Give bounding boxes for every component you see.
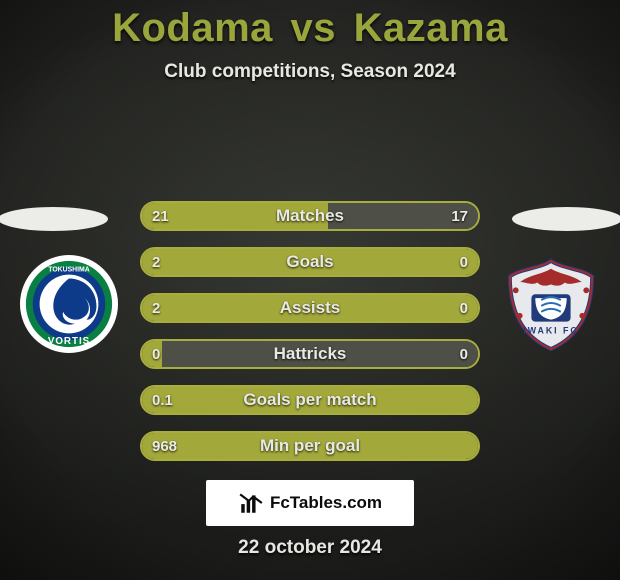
subtitle: Club competitions, Season 2024 <box>164 61 455 83</box>
title-vs: vs <box>291 6 337 50</box>
stat-bar-left-segment <box>142 387 478 413</box>
svg-text:VORTIS: VORTIS <box>48 336 90 347</box>
stat-row: Assists20 <box>140 293 480 323</box>
main-row: TOKUSHIMA VORTIS IWAKI FC Matches2117 Goa… <box>0 83 620 580</box>
club-badge-left: TOKUSHIMA VORTIS <box>20 255 118 353</box>
stat-bar-left-segment <box>142 203 328 229</box>
attribution-text: FcTables.com <box>270 493 382 513</box>
stat-bar-left-segment <box>142 249 478 275</box>
stat-bar-track <box>140 293 480 323</box>
svg-text:IWAKI FC: IWAKI FC <box>523 325 578 335</box>
stat-row: Hattricks00 <box>140 339 480 369</box>
stat-row: Min per goal968 <box>140 431 480 461</box>
player2-name: Kazama <box>354 6 508 50</box>
stat-bar-left-segment <box>142 433 478 459</box>
club-badge-right: IWAKI FC <box>502 255 600 353</box>
bar-chart-icon <box>238 490 264 516</box>
stat-bars: Matches2117 Goals20 Assists20 Hattricks00 Go… <box>140 201 480 477</box>
stat-bar-track <box>140 339 480 369</box>
attribution-box: FcTables.com <box>206 480 414 526</box>
stat-bar-right-segment <box>162 341 478 367</box>
stat-bar-track <box>140 431 480 461</box>
stat-bar-left-segment <box>142 341 162 367</box>
stat-bar-right-segment <box>328 203 478 229</box>
stat-row: Matches2117 <box>140 201 480 231</box>
page-title: Kodama vs Kazama <box>112 6 508 51</box>
stat-bar-left-segment <box>142 295 478 321</box>
accent-ellipse-left <box>0 207 108 231</box>
stat-bar-track <box>140 201 480 231</box>
iwaki-crest-icon: IWAKI FC <box>502 255 600 353</box>
accent-ellipse-right <box>512 207 620 231</box>
svg-text:TOKUSHIMA: TOKUSHIMA <box>48 267 89 274</box>
content-root: Kodama vs Kazama Club competitions, Seas… <box>0 0 620 580</box>
date-text: 22 october 2024 <box>238 537 382 559</box>
player1-name: Kodama <box>112 6 273 50</box>
stat-row: Goals20 <box>140 247 480 277</box>
stat-bar-track <box>140 385 480 415</box>
vortis-crest-icon: TOKUSHIMA VORTIS <box>20 255 118 353</box>
stat-row: Goals per match0.1 <box>140 385 480 415</box>
stat-bar-track <box>140 247 480 277</box>
